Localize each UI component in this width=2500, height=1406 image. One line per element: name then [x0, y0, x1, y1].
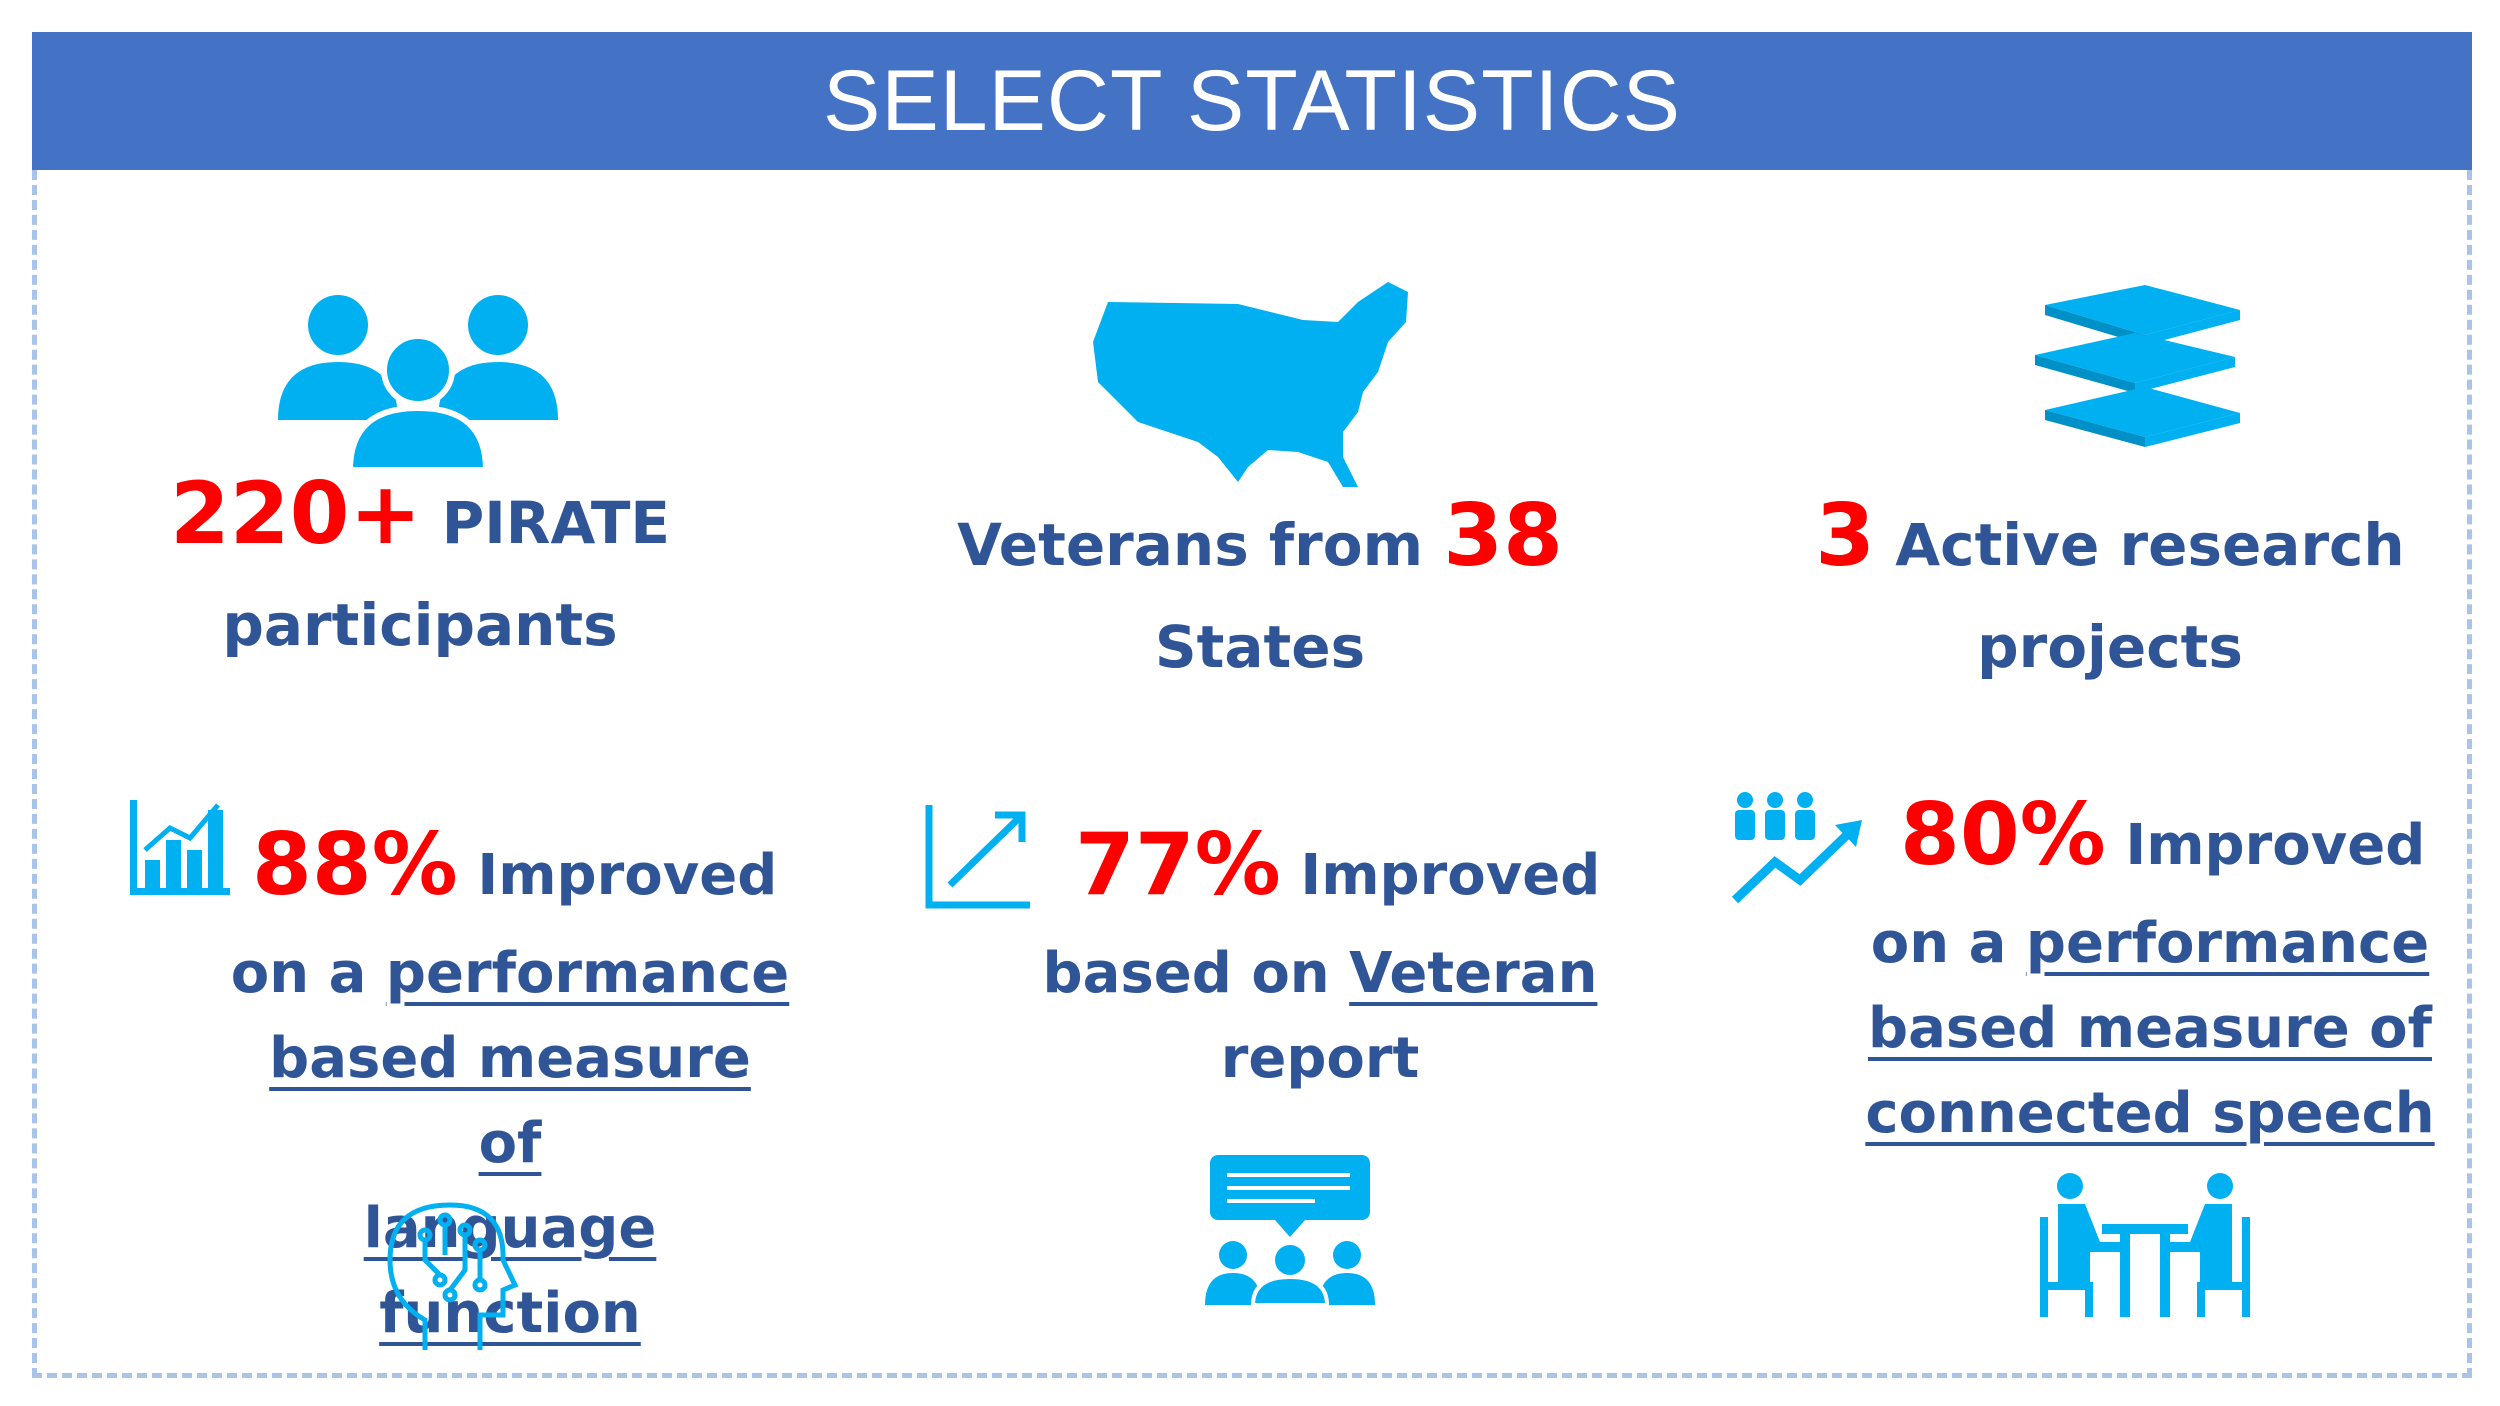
stat-label: performance [2025, 910, 2430, 976]
page-title: SELECT STATISTICS [822, 52, 1682, 149]
brain-circuit-icon [387, 1202, 519, 1350]
stat-projects: 3 Active research projects [1800, 470, 2420, 693]
stat-label: connected speech [1865, 1080, 2435, 1146]
books-icon [2035, 285, 2240, 447]
group-chat-icon [1205, 1155, 1375, 1305]
stat-label: report [1220, 1025, 1420, 1091]
meeting-table-icon [2040, 1173, 2250, 1317]
stat-veteran-report: 77% Improved based on Veteran report [1030, 800, 1610, 1101]
stat-label: based measure of [1867, 995, 2433, 1061]
stat-label: Veteran [1349, 940, 1598, 1006]
stat-label: performance [385, 940, 790, 1006]
trend-arrow-icon [925, 805, 1030, 909]
stat-label: Improved [477, 843, 778, 908]
stat-participants: 220+ PIRATE participants [150, 448, 690, 671]
stat-number: 88% [252, 815, 458, 915]
people-icon [278, 295, 558, 470]
title-banner: SELECT STATISTICS [32, 32, 2472, 170]
bar-chart-icon [130, 800, 230, 895]
stat-label-line2: participants [222, 591, 618, 660]
stat-connected-speech: 80% Improved on a performance based meas… [1860, 770, 2440, 1156]
stat-number: 3 [1815, 486, 1876, 586]
stat-label: Improved [2125, 813, 2426, 878]
stat-number: 38 [1443, 486, 1563, 586]
stat-label: Improved [1300, 843, 1601, 908]
stat-number: 77% [1075, 815, 1281, 915]
stat-number: 220+ [169, 464, 422, 564]
stat-states: Veterans from 38 States [950, 470, 1570, 693]
stat-label: based on [1042, 940, 1330, 1006]
stat-label: PIRATE [441, 489, 671, 557]
usa-map-icon [1093, 282, 1408, 487]
stat-label: based measure of [269, 1025, 751, 1176]
stat-number: 80% [1900, 785, 2106, 885]
stat-label-line2: States [1154, 613, 1366, 682]
stat-label-line2: projects [1977, 613, 2243, 682]
content-frame [32, 170, 2472, 1378]
stat-label: Active research [1895, 511, 2405, 579]
stat-label: Veterans from [957, 511, 1424, 579]
people-growth-icon [1731, 792, 1862, 904]
stat-label: on a [1870, 910, 2007, 976]
stat-label: on a [230, 940, 367, 1006]
